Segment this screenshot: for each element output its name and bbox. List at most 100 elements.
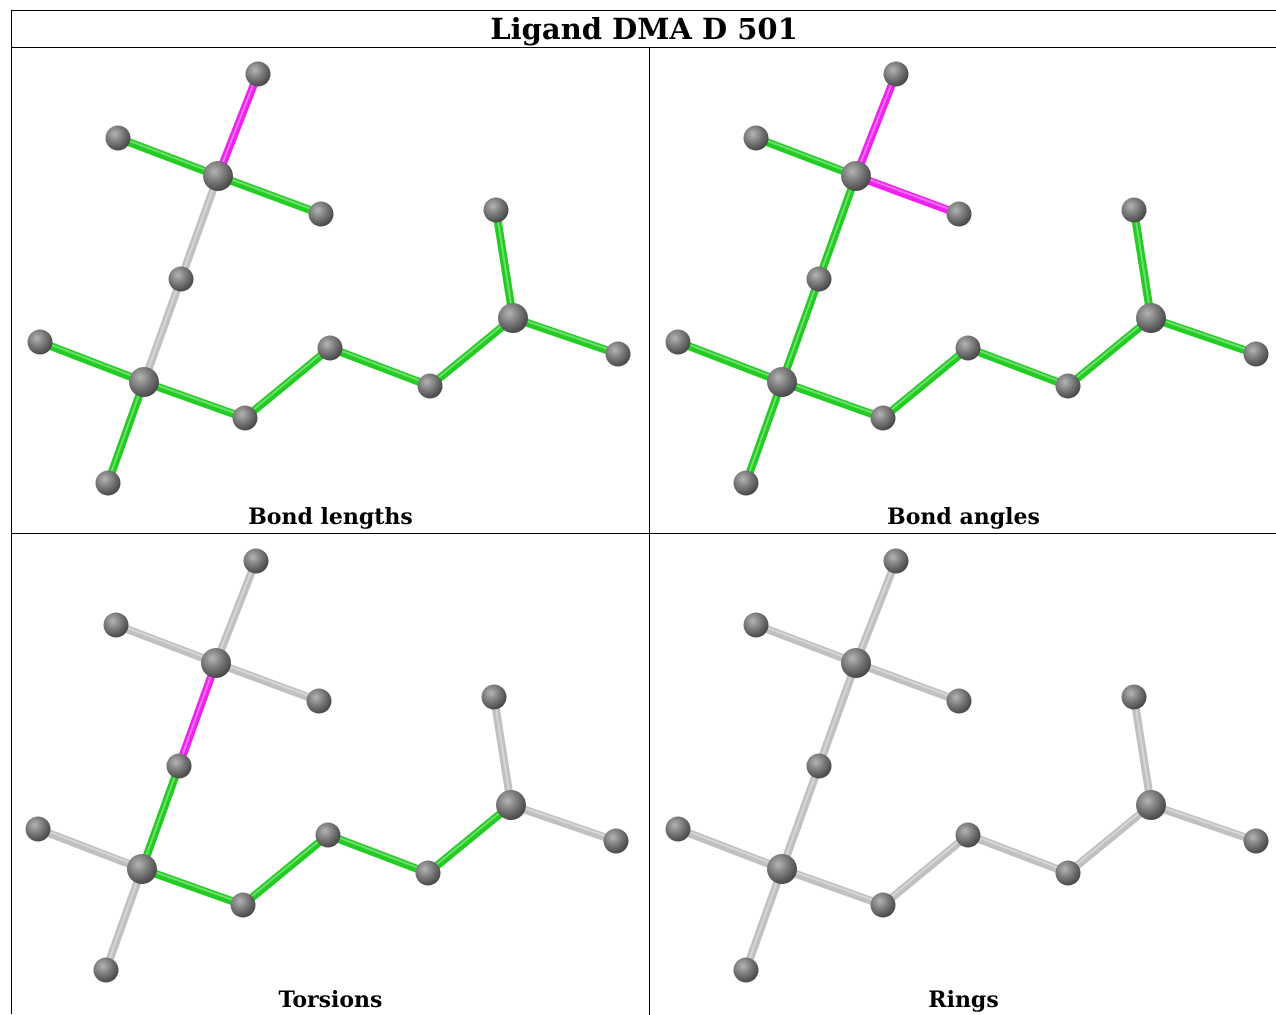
- atom: [1136, 303, 1166, 333]
- panel-caption: Rings: [928, 987, 999, 1013]
- bond: [778, 378, 887, 422]
- panel-caption: Bond lengths: [248, 504, 413, 530]
- panel-bond-angles: Bond angles: [650, 49, 1276, 533]
- atom: [496, 790, 526, 820]
- bond: [326, 344, 434, 390]
- atom: [243, 548, 269, 574]
- atom: [1136, 790, 1166, 820]
- atom: [203, 161, 233, 191]
- bond: [102, 865, 146, 974]
- molecule-view-torsions: [25, 548, 629, 983]
- bond: [815, 659, 860, 770]
- atom: [870, 892, 896, 918]
- atom: [733, 957, 759, 983]
- atom: [665, 816, 691, 842]
- atom: [25, 816, 51, 842]
- atom: [1055, 860, 1081, 886]
- atom: [743, 612, 769, 638]
- bond: [879, 831, 972, 909]
- atom: [767, 367, 797, 397]
- bond: [324, 831, 432, 877]
- atom: [1055, 373, 1081, 399]
- bond: [104, 378, 148, 487]
- bond: [752, 621, 860, 667]
- bond: [175, 659, 220, 770]
- figure-table: Ligand DMA D 501 Bond lengths Bond angle…: [11, 10, 1276, 1015]
- atom: [841, 161, 871, 191]
- bond: [674, 338, 786, 386]
- bond: [1064, 314, 1155, 390]
- panel-torsions: Torsions: [12, 534, 649, 1015]
- atom: [129, 367, 159, 397]
- bond: [114, 134, 222, 180]
- molecule-view-bond-lengths: [27, 61, 631, 496]
- bond: [1130, 693, 1155, 809]
- bond: [852, 659, 963, 705]
- bond: [112, 621, 220, 667]
- bond: [507, 801, 620, 845]
- panel-bond-lengths: Bond lengths: [12, 49, 649, 533]
- atom: [201, 648, 231, 678]
- bond: [492, 206, 517, 322]
- atom: [105, 125, 131, 151]
- atom: [603, 828, 629, 854]
- bond: [852, 557, 900, 667]
- atom: [417, 373, 443, 399]
- molecule-view-bond-angles: [665, 61, 1269, 496]
- atom: [415, 860, 441, 886]
- bond: [424, 801, 515, 877]
- bond: [34, 825, 146, 873]
- bond: [752, 134, 860, 180]
- atom: [767, 854, 797, 884]
- atom: [232, 405, 258, 431]
- bond: [815, 172, 860, 283]
- atom: [166, 753, 192, 779]
- atom: [245, 61, 271, 87]
- bond: [212, 557, 260, 667]
- figure-title: Ligand DMA D 501: [12, 11, 1276, 48]
- bond: [852, 70, 900, 180]
- atom: [883, 61, 909, 87]
- atom: [306, 688, 332, 714]
- bond: [177, 172, 222, 283]
- bond: [509, 314, 622, 358]
- bond: [239, 831, 332, 909]
- bond: [1147, 314, 1260, 358]
- bond: [140, 378, 249, 422]
- panel-caption: Torsions: [278, 987, 383, 1013]
- panel-caption: Bond angles: [887, 504, 1040, 530]
- molecule-view-rings: [665, 548, 1269, 983]
- bond: [778, 275, 823, 386]
- atom: [27, 329, 53, 355]
- atom: [93, 957, 119, 983]
- atom: [230, 892, 256, 918]
- atom: [733, 470, 759, 496]
- atom: [1121, 197, 1147, 223]
- bond: [214, 172, 325, 218]
- bond: [742, 865, 786, 974]
- atom: [498, 303, 528, 333]
- atom: [317, 335, 343, 361]
- atom: [605, 341, 631, 367]
- bond: [138, 762, 183, 873]
- atom: [1243, 828, 1269, 854]
- atom: [665, 329, 691, 355]
- atom: [955, 822, 981, 848]
- atom: [1121, 684, 1147, 710]
- bond: [674, 825, 786, 873]
- atom: [103, 612, 129, 638]
- bond: [778, 762, 823, 873]
- atom: [95, 470, 121, 496]
- bond: [964, 344, 1072, 390]
- atom: [483, 197, 509, 223]
- bond: [964, 831, 1072, 877]
- atom: [1243, 341, 1269, 367]
- panel-rings: Rings: [650, 534, 1276, 1015]
- bond: [214, 70, 262, 180]
- bond: [138, 865, 247, 909]
- atom: [883, 548, 909, 574]
- bond: [426, 314, 517, 390]
- bond: [1147, 801, 1260, 845]
- atom: [168, 266, 194, 292]
- atom: [955, 335, 981, 361]
